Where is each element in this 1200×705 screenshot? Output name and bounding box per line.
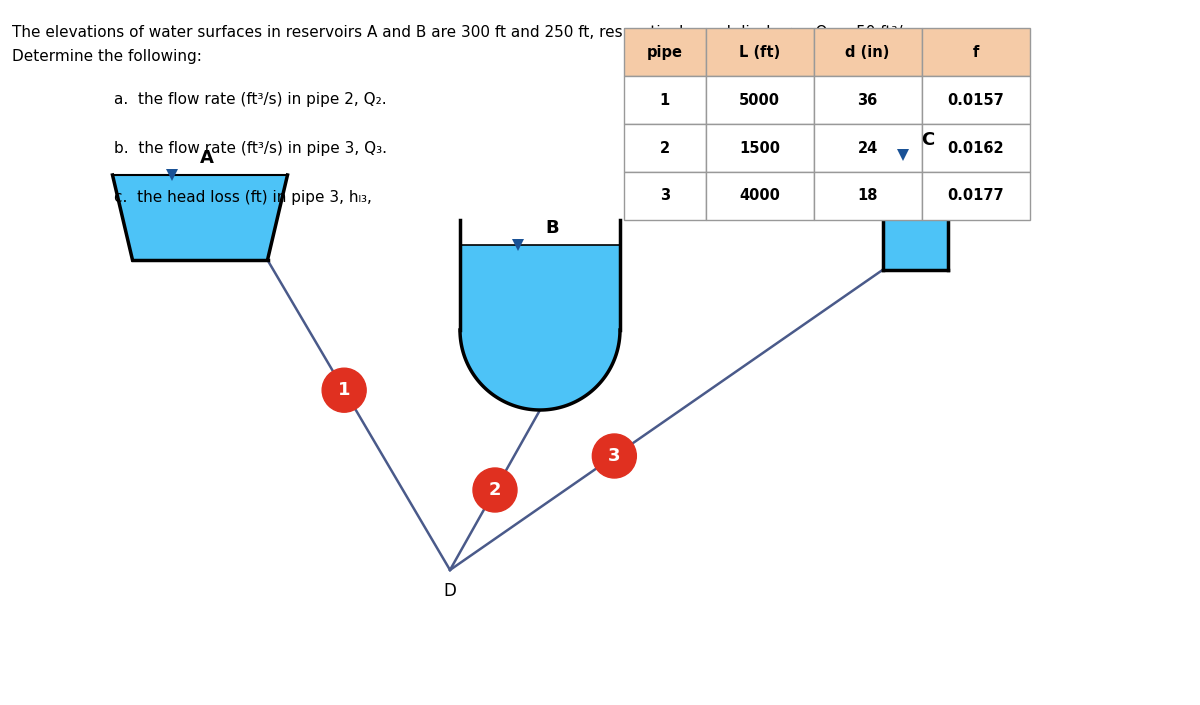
Text: 4000: 4000 (739, 188, 780, 204)
Circle shape (322, 368, 366, 412)
FancyBboxPatch shape (706, 28, 814, 76)
Circle shape (473, 468, 517, 512)
Text: C: C (922, 131, 935, 149)
Text: 24: 24 (858, 140, 877, 156)
FancyBboxPatch shape (814, 124, 922, 172)
FancyBboxPatch shape (706, 76, 814, 124)
FancyBboxPatch shape (706, 172, 814, 220)
FancyBboxPatch shape (814, 172, 922, 220)
Polygon shape (113, 175, 288, 260)
Text: pipe: pipe (647, 44, 683, 60)
Polygon shape (460, 245, 620, 410)
Text: a.  the flow rate (ft³/s) in pipe 2, Q₂.: a. the flow rate (ft³/s) in pipe 2, Q₂. (114, 92, 386, 106)
Text: b.  the flow rate (ft³/s) in pipe 3, Q₃.: b. the flow rate (ft³/s) in pipe 3, Q₃. (114, 141, 386, 156)
Circle shape (593, 434, 636, 478)
Text: Determine the following:: Determine the following: (12, 49, 202, 64)
Text: f: f (972, 44, 979, 60)
Polygon shape (882, 155, 948, 270)
FancyBboxPatch shape (624, 76, 706, 124)
Text: 3: 3 (660, 188, 670, 204)
FancyBboxPatch shape (624, 124, 706, 172)
FancyBboxPatch shape (814, 76, 922, 124)
FancyBboxPatch shape (624, 28, 706, 76)
FancyBboxPatch shape (624, 172, 706, 220)
Text: 2: 2 (488, 481, 502, 499)
FancyBboxPatch shape (706, 124, 814, 172)
Text: 1: 1 (338, 381, 350, 399)
Text: 0.0157: 0.0157 (947, 92, 1004, 108)
Text: 3: 3 (608, 447, 620, 465)
Text: 1: 1 (660, 92, 670, 108)
FancyBboxPatch shape (922, 28, 1030, 76)
Text: L (ft): L (ft) (739, 44, 780, 60)
Text: c.  the head loss (ft) in pipe 3, hₗ₃,: c. the head loss (ft) in pipe 3, hₗ₃, (114, 190, 372, 205)
Text: B: B (545, 219, 559, 237)
Text: 5000: 5000 (739, 92, 780, 108)
FancyBboxPatch shape (922, 124, 1030, 172)
Text: 36: 36 (858, 92, 877, 108)
Text: A: A (200, 149, 214, 167)
FancyBboxPatch shape (922, 172, 1030, 220)
Text: 18: 18 (857, 188, 878, 204)
Text: D: D (444, 582, 456, 600)
Text: The elevations of water surfaces in reservoirs A and B are 300 ft and 250 ft, re: The elevations of water surfaces in rese… (12, 25, 916, 39)
Text: 0.0162: 0.0162 (947, 140, 1004, 156)
Text: d (in): d (in) (846, 44, 889, 60)
Text: 2: 2 (660, 140, 670, 156)
FancyBboxPatch shape (814, 28, 922, 76)
FancyBboxPatch shape (922, 76, 1030, 124)
Text: 1500: 1500 (739, 140, 780, 156)
Text: 0.0177: 0.0177 (947, 188, 1004, 204)
